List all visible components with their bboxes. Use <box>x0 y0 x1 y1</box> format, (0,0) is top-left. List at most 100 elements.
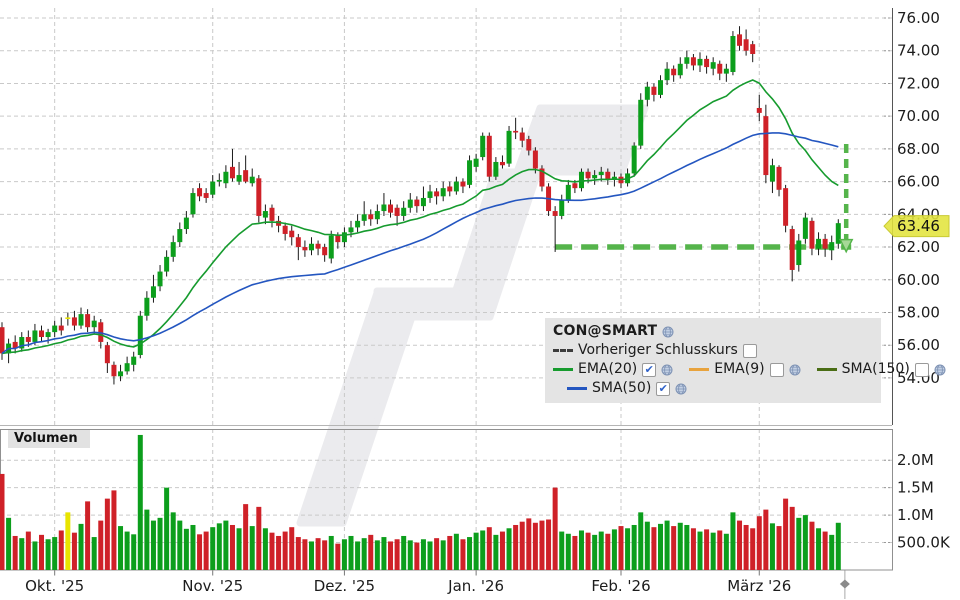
price-tick-label: 70.00 <box>897 107 940 125</box>
volume-bar <box>85 501 91 570</box>
candle-body <box>499 161 505 166</box>
globe-icon[interactable] <box>934 364 946 376</box>
volume-bar <box>118 526 124 570</box>
candle-body <box>308 243 314 251</box>
candle-body <box>710 62 716 69</box>
volume-bar <box>381 537 387 570</box>
indicator-swatch <box>553 349 573 352</box>
volume-bar <box>631 524 637 570</box>
candle-body <box>276 220 282 226</box>
volume-bar <box>414 542 420 570</box>
volume-bar <box>216 523 222 570</box>
candle-body <box>374 211 380 220</box>
volume-bar <box>737 520 743 570</box>
candle-body <box>486 135 492 177</box>
candle-body <box>381 204 387 212</box>
volume-bar <box>730 512 736 570</box>
indicator-label: Vorheriger Schlusskurs <box>578 342 738 358</box>
indicator-checkbox-unchecked[interactable] <box>742 343 757 358</box>
volume-bar <box>559 531 565 570</box>
volume-bar <box>341 539 347 570</box>
indicator-checkbox-checked[interactable]: ✔ <box>656 381 671 396</box>
volume-bar <box>460 539 466 570</box>
indicator-swatch <box>553 368 573 371</box>
volume-bar <box>0 473 5 570</box>
candle-body <box>598 171 604 176</box>
legend-row: Vorheriger Schlusskurs <box>553 341 873 360</box>
candle-body <box>434 191 440 197</box>
volume-bar <box>677 522 683 570</box>
indicator-swatch <box>816 368 837 371</box>
candle-body <box>335 235 341 243</box>
volume-bar <box>150 520 156 570</box>
volume-bar <box>427 541 433 570</box>
globe-icon[interactable] <box>662 326 674 338</box>
candle-body <box>763 116 769 176</box>
volume-bar <box>546 519 552 570</box>
volume-bar <box>104 498 110 570</box>
volume-bar <box>578 530 584 570</box>
volume-bar <box>493 534 499 570</box>
indicator-checkbox-unchecked[interactable] <box>769 362 784 377</box>
candle-body <box>216 179 222 182</box>
axis-end-marker-handle[interactable] <box>839 579 850 589</box>
volume-bar <box>91 537 97 570</box>
volume-bar <box>111 490 117 570</box>
candle-body <box>0 327 5 354</box>
globe-icon[interactable] <box>675 383 687 395</box>
candle-body <box>783 188 789 226</box>
candle-body <box>644 86 650 100</box>
candle-body <box>243 170 249 182</box>
indicator-checkbox-unchecked[interactable] <box>914 362 929 377</box>
volume-bar <box>539 520 545 570</box>
volume-bar <box>39 534 45 570</box>
volume-bar <box>723 533 729 570</box>
volume-bar <box>480 530 486 570</box>
volume-tick-label: 1.0M <box>897 506 934 524</box>
volume-bar <box>71 532 77 570</box>
volume-bar <box>65 512 71 570</box>
candle-body <box>513 130 519 133</box>
volume-bar <box>486 527 492 570</box>
candle-body <box>585 171 591 179</box>
volume-bar <box>58 530 64 570</box>
volume-bar <box>295 537 301 570</box>
volume-bar <box>499 531 505 570</box>
volume-bar <box>513 524 519 570</box>
volume-bar <box>717 530 723 570</box>
globe-icon[interactable] <box>661 364 673 376</box>
volume-bar <box>394 539 400 570</box>
volume-bar <box>750 528 756 570</box>
volume-bar <box>710 532 716 570</box>
candle-body <box>137 315 143 356</box>
volume-bar <box>269 532 275 570</box>
candle-body <box>697 58 703 66</box>
volume-bar <box>210 527 216 570</box>
volume-bar <box>704 529 710 570</box>
volume-bar <box>190 524 196 570</box>
candle-body <box>743 39 749 51</box>
candle-body <box>131 356 137 365</box>
volume-bar <box>19 538 25 570</box>
globe-icon[interactable] <box>789 364 801 376</box>
volume-bar <box>308 541 314 570</box>
candle-body <box>684 57 690 64</box>
candle-body <box>157 271 163 287</box>
volume-bar <box>598 531 604 570</box>
candle-body <box>91 320 97 328</box>
candle-body <box>526 139 532 151</box>
candle-body <box>177 229 183 243</box>
candle-body <box>427 191 433 198</box>
candle-body <box>124 363 130 372</box>
volume-bar <box>131 534 137 570</box>
candle-body <box>388 204 394 213</box>
candle-body <box>651 86 657 95</box>
candle-body <box>717 63 723 74</box>
volume-bar <box>506 528 512 570</box>
candle-body <box>473 158 479 167</box>
candle-body <box>460 181 466 187</box>
indicator-checkbox-checked[interactable]: ✔ <box>642 362 657 377</box>
price-tick-label: 74.00 <box>897 42 940 60</box>
volume-bar <box>12 535 18 570</box>
